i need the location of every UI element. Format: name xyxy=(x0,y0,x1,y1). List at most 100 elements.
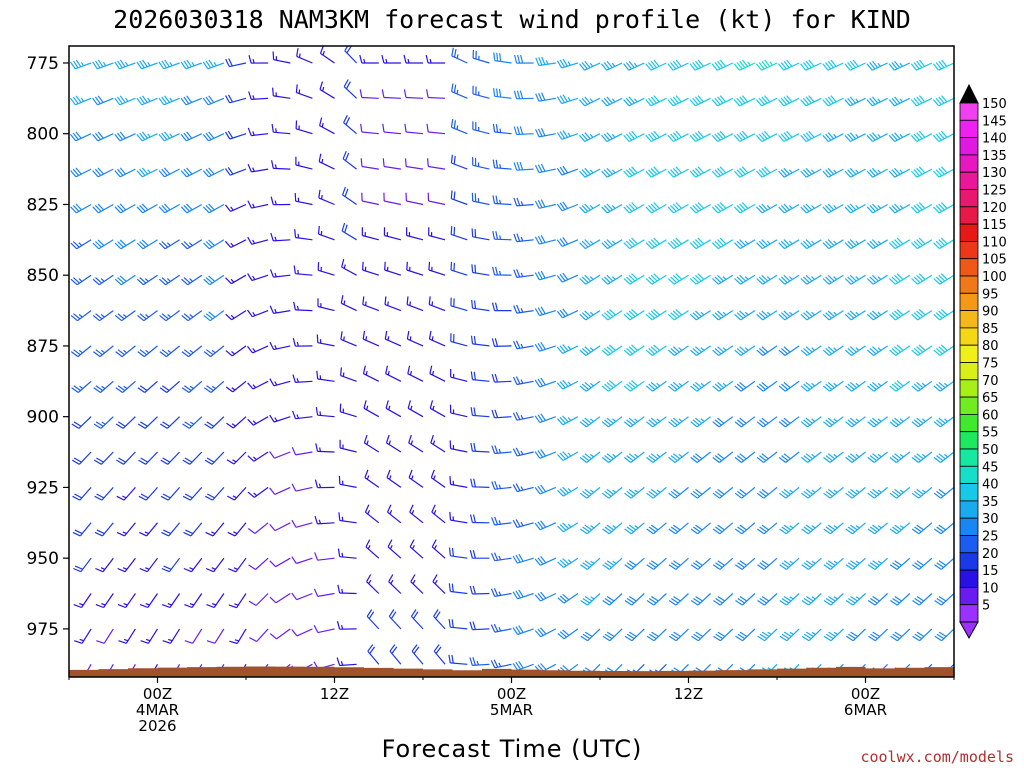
barb-half-feather xyxy=(811,596,816,600)
barb-feather xyxy=(741,59,749,67)
barb-half-feather xyxy=(411,510,415,515)
barb-feather xyxy=(667,349,675,356)
barb-feather xyxy=(667,206,675,214)
barb-feather xyxy=(892,562,900,568)
barb-feather xyxy=(697,273,705,280)
barb-staff xyxy=(539,239,556,245)
barb-half-feather xyxy=(79,638,84,642)
barb-feather xyxy=(413,646,420,654)
barb-feather xyxy=(516,162,521,171)
barb-feather xyxy=(800,63,807,71)
barb-feather xyxy=(160,459,169,465)
wind-barb xyxy=(778,310,800,321)
barb-feather xyxy=(646,456,654,463)
barb-feather xyxy=(891,347,899,355)
barb-feather xyxy=(606,132,613,140)
colorbar-swatch xyxy=(959,379,979,398)
barb-feather xyxy=(847,204,854,212)
wind-barb xyxy=(578,60,601,71)
barb-feather xyxy=(780,97,788,105)
barb-staff xyxy=(472,628,490,631)
wind-barb xyxy=(492,195,512,206)
wind-barb xyxy=(114,239,136,250)
wind-barb xyxy=(556,308,579,319)
wind-barb xyxy=(624,557,645,570)
wind-barb xyxy=(557,522,579,533)
barb-feather xyxy=(650,96,657,104)
barb-feather xyxy=(625,169,633,177)
barb-half-feather xyxy=(252,456,257,461)
barb-feather xyxy=(894,239,901,246)
barb-half-feather xyxy=(125,61,129,67)
barb-feather xyxy=(739,488,747,495)
colorbar-swatch xyxy=(959,535,979,554)
barb-feather xyxy=(694,203,702,211)
wind-barb xyxy=(450,119,468,135)
wind-barb xyxy=(512,411,534,421)
barb-feather xyxy=(780,276,788,284)
barb-feather xyxy=(847,97,854,105)
wind-barb xyxy=(667,273,689,285)
barb-feather xyxy=(247,491,255,498)
barb-feather xyxy=(271,123,274,133)
barb-feather xyxy=(408,469,413,478)
wind-barb xyxy=(432,574,446,594)
barb-feather xyxy=(736,97,743,105)
wind-barb xyxy=(645,344,667,356)
barb-half-feather xyxy=(789,596,794,600)
barb-staff xyxy=(539,486,557,495)
wind-barb xyxy=(623,380,645,392)
wind-barb xyxy=(933,522,954,535)
wind-barb xyxy=(845,416,866,428)
barb-feather xyxy=(473,371,476,380)
barb-feather xyxy=(803,526,811,533)
barb-feather xyxy=(717,310,725,318)
barb-feather xyxy=(582,526,590,533)
barb-half-feather xyxy=(922,489,927,493)
barb-half-feather xyxy=(341,552,344,558)
barb-feather xyxy=(916,346,924,353)
wind-barb xyxy=(911,416,933,428)
wind-barb xyxy=(340,331,357,347)
barb-feather xyxy=(849,274,857,282)
barb-feather xyxy=(695,595,703,602)
barb-feather xyxy=(689,63,696,71)
wind-barb xyxy=(340,367,357,382)
colorbar-swatch xyxy=(959,310,979,329)
wind-barb xyxy=(202,167,225,178)
barb-half-feather xyxy=(147,133,151,138)
wind-barb xyxy=(889,522,911,535)
barb-feather xyxy=(294,192,297,202)
barb-feather xyxy=(805,417,813,424)
barb-half-feather xyxy=(476,660,479,666)
barb-feather xyxy=(540,341,546,350)
barb-feather xyxy=(206,604,215,609)
barb-feather xyxy=(934,600,942,606)
wind-barb xyxy=(269,557,291,568)
barb-feather xyxy=(203,351,211,358)
barb-half-feather xyxy=(877,311,882,316)
barb-feather xyxy=(739,524,747,531)
wind-barb xyxy=(867,486,888,499)
barb-feather xyxy=(869,383,877,390)
barb-feather xyxy=(822,313,830,321)
wind-barb xyxy=(513,304,534,314)
y-tick-label: 825 xyxy=(27,195,59,215)
barb-feather xyxy=(206,421,215,427)
barb-feather xyxy=(469,657,473,666)
wind-barb xyxy=(409,539,424,559)
barb-feather xyxy=(516,197,521,206)
barb-half-feather xyxy=(590,453,595,458)
barb-feather xyxy=(562,451,569,458)
wind-barb xyxy=(180,131,203,142)
barb-feather xyxy=(891,276,899,284)
barb-feather xyxy=(537,164,543,173)
barb-feather xyxy=(540,163,546,172)
barb-feather xyxy=(628,524,637,531)
barb-feather xyxy=(938,274,946,282)
barb-feather xyxy=(603,169,611,177)
barb-feather xyxy=(293,265,296,274)
barb-half-feather xyxy=(407,58,410,64)
barb-feather xyxy=(540,484,547,493)
wind-barb xyxy=(224,239,247,249)
